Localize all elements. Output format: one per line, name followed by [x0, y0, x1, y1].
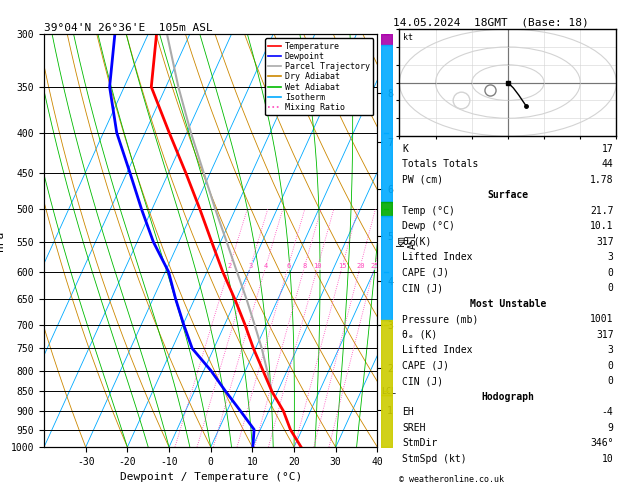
Text: Lifted Index: Lifted Index — [403, 345, 473, 355]
Text: 20: 20 — [356, 263, 365, 269]
Text: 6: 6 — [286, 263, 291, 269]
Legend: Temperature, Dewpoint, Parcel Trajectory, Dry Adiabat, Wet Adiabat, Isotherm, Mi: Temperature, Dewpoint, Parcel Trajectory… — [265, 38, 373, 115]
Text: © weatheronline.co.uk: © weatheronline.co.uk — [399, 474, 504, 484]
Text: 8: 8 — [303, 263, 307, 269]
Text: 25: 25 — [370, 263, 379, 269]
Text: K: K — [403, 144, 408, 154]
Y-axis label: hPa: hPa — [0, 230, 5, 251]
Text: 44: 44 — [602, 159, 613, 169]
Text: θₑ (K): θₑ (K) — [403, 330, 438, 340]
Text: Totals Totals: Totals Totals — [403, 159, 479, 169]
Text: Pressure (mb): Pressure (mb) — [403, 314, 479, 324]
Text: θₑ(K): θₑ(K) — [403, 237, 431, 247]
Text: 14.05.2024  18GMT  (Base: 18): 14.05.2024 18GMT (Base: 18) — [393, 17, 589, 27]
Text: 0: 0 — [608, 268, 613, 278]
Text: 21.7: 21.7 — [590, 206, 613, 216]
Text: 10.1: 10.1 — [590, 221, 613, 231]
Text: 317: 317 — [596, 237, 613, 247]
Text: 2: 2 — [228, 263, 232, 269]
Text: 346°: 346° — [590, 438, 613, 448]
Text: LCL: LCL — [381, 387, 396, 396]
Text: 10: 10 — [314, 263, 322, 269]
Text: 1001: 1001 — [590, 314, 613, 324]
Text: 0: 0 — [608, 376, 613, 386]
Text: 3: 3 — [248, 263, 253, 269]
Text: Hodograph: Hodograph — [481, 392, 535, 402]
Text: 17: 17 — [602, 144, 613, 154]
Text: Most Unstable: Most Unstable — [470, 299, 546, 309]
Text: -4: -4 — [602, 407, 613, 417]
X-axis label: Dewpoint / Temperature (°C): Dewpoint / Temperature (°C) — [120, 472, 302, 483]
Text: 0: 0 — [608, 361, 613, 371]
Text: CAPE (J): CAPE (J) — [403, 268, 449, 278]
Text: 3: 3 — [608, 252, 613, 262]
Text: Dewp (°C): Dewp (°C) — [403, 221, 455, 231]
Text: Surface: Surface — [487, 190, 528, 200]
Text: CIN (J): CIN (J) — [403, 376, 443, 386]
Text: 9: 9 — [608, 423, 613, 433]
Text: CAPE (J): CAPE (J) — [403, 361, 449, 371]
Text: StmSpd (kt): StmSpd (kt) — [403, 454, 467, 464]
Text: 3: 3 — [608, 345, 613, 355]
Text: 4: 4 — [264, 263, 268, 269]
Text: 15: 15 — [338, 263, 347, 269]
Text: Temp (°C): Temp (°C) — [403, 206, 455, 216]
Y-axis label: km
ASL: km ASL — [396, 232, 418, 249]
Text: 0: 0 — [608, 283, 613, 293]
Text: 1.78: 1.78 — [590, 174, 613, 185]
Text: 10: 10 — [602, 454, 613, 464]
Text: EH: EH — [403, 407, 414, 417]
Text: Lifted Index: Lifted Index — [403, 252, 473, 262]
Text: CIN (J): CIN (J) — [403, 283, 443, 293]
Text: 317: 317 — [596, 330, 613, 340]
Text: SREH: SREH — [403, 423, 426, 433]
Text: StmDir: StmDir — [403, 438, 438, 448]
Text: 39°04'N 26°36'E  105m ASL: 39°04'N 26°36'E 105m ASL — [44, 23, 213, 33]
Text: PW (cm): PW (cm) — [403, 174, 443, 185]
Text: kt: kt — [403, 33, 413, 42]
